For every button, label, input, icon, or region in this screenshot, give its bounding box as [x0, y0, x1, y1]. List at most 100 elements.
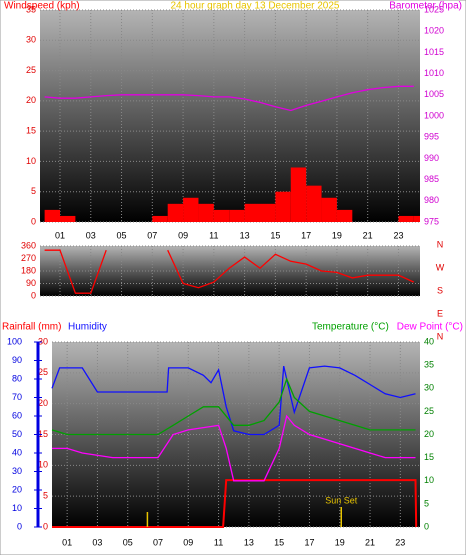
- compass-label: N: [437, 239, 444, 249]
- y3-tick-label: 90: [12, 355, 22, 365]
- compass-label: N: [437, 331, 444, 341]
- x-tick-label: 09: [183, 537, 193, 547]
- wind-bar: [244, 203, 260, 222]
- y-tick-label: 10: [38, 460, 48, 470]
- y2-tick-label: 20: [424, 429, 434, 439]
- series-line: [44, 85, 414, 112]
- x-tick-label: 07: [153, 537, 163, 547]
- y-tick-label: 0: [31, 290, 36, 300]
- wind-bar: [260, 203, 276, 222]
- y-tick-label: 25: [38, 367, 48, 377]
- series-line: [52, 479, 418, 528]
- series-line: [51, 365, 416, 436]
- chart-title: 24 hour graph day 13 December 2025: [170, 1, 339, 12]
- x-tick-label: 11: [209, 230, 218, 240]
- y-tick-label: 35: [26, 4, 36, 14]
- x-tick-label: 19: [335, 537, 345, 547]
- y-tick-label: 360: [21, 240, 36, 250]
- series-line: [44, 249, 415, 294]
- y3-tick-label: 100: [7, 336, 22, 346]
- y-tick-label: 20: [38, 398, 48, 408]
- wind-bar: [60, 215, 76, 222]
- x-tick-label: 03: [86, 230, 96, 240]
- x-tick-label: 21: [365, 537, 375, 547]
- y2-tick-label: 1000: [424, 110, 444, 120]
- y2-tick-label: 1005: [424, 89, 444, 99]
- y2-tick-label: 35: [424, 360, 434, 370]
- wind-bar: [398, 215, 414, 222]
- x-tick-label: 15: [274, 537, 284, 547]
- y2-tick-label: 975: [424, 216, 439, 226]
- wind-bar: [275, 191, 291, 222]
- wind-bar: [167, 203, 184, 222]
- wind-bar: [213, 209, 230, 222]
- compass-label: E: [437, 308, 443, 318]
- x-tick-label: 01: [62, 537, 72, 547]
- y2-tick-label: 0: [424, 521, 429, 531]
- y-tick-label: 15: [26, 126, 36, 136]
- y3-tick-label: 70: [12, 392, 22, 402]
- series-label: Windspeed (kph): [4, 1, 80, 12]
- y-tick-label: 180: [21, 265, 36, 275]
- wind-bar: [336, 209, 353, 222]
- y2-tick-label: 25: [424, 406, 434, 416]
- wind-bar: [183, 197, 199, 222]
- y-tick-label: 5: [31, 186, 36, 196]
- y-tick-label: 20: [26, 95, 36, 105]
- y3-tick-label: 30: [12, 466, 22, 476]
- wind-bar: [306, 185, 322, 222]
- plot-area: [40, 10, 420, 222]
- x-tick-label: 17: [301, 230, 311, 240]
- x-tick-label: 13: [240, 230, 250, 240]
- wind-bar: [229, 209, 245, 222]
- y2-tick-label: 980: [424, 195, 439, 205]
- y-tick-label: 0: [31, 216, 36, 226]
- y3-tick-label: 40: [12, 447, 22, 457]
- x-tick-label: 21: [363, 230, 373, 240]
- y-tick-label: 0: [43, 521, 48, 531]
- y2-tick-label: 10: [424, 475, 434, 485]
- x-tick-label: 17: [304, 537, 314, 547]
- wind-bar: [198, 203, 214, 222]
- y-tick-label: 10: [26, 156, 36, 166]
- y-tick-label: 30: [38, 336, 48, 346]
- wind-bar: [321, 197, 337, 222]
- x-tick-label: 15: [270, 230, 280, 240]
- series-label: Temperature (°C): [312, 322, 389, 333]
- x-tick-label: 05: [123, 537, 133, 547]
- x-tick-label: 23: [395, 537, 405, 547]
- x-tick-label: 13: [244, 537, 254, 547]
- x-tick-label: 01: [55, 230, 65, 240]
- y3-tick-label: 60: [12, 410, 22, 420]
- y2-tick-label: 990: [424, 153, 439, 163]
- y3-tick-label: 10: [12, 503, 22, 513]
- y2-tick-label: 30: [424, 383, 434, 393]
- y-tick-label: 15: [38, 429, 48, 439]
- y-tick-label: 90: [26, 278, 36, 288]
- compass-label: W: [436, 262, 445, 272]
- y3-tick-label: 20: [12, 484, 22, 494]
- x-tick-label: 23: [393, 230, 403, 240]
- series-label: Barometer (hpa): [389, 1, 462, 12]
- x-tick-label: 11: [214, 537, 223, 547]
- y2-tick-label: 1020: [424, 26, 444, 36]
- y-tick-label: 270: [21, 253, 36, 263]
- y2-tick-label: 985: [424, 174, 439, 184]
- series-line: [52, 414, 416, 482]
- compass-label: S: [437, 285, 443, 295]
- y3-tick-label: 0: [17, 521, 22, 531]
- x-tick-label: 07: [147, 230, 157, 240]
- series-line: [51, 377, 416, 436]
- x-tick-label: 03: [92, 537, 102, 547]
- y2-tick-label: 40: [424, 336, 434, 346]
- x-tick-label: 05: [117, 230, 127, 240]
- y2-tick-label: 1025: [424, 4, 444, 14]
- wind-bar: [413, 215, 420, 222]
- wind-bar: [152, 215, 168, 222]
- y-tick-label: 30: [26, 35, 36, 45]
- annotation-label: Sun Set: [325, 495, 358, 505]
- y-tick-label: 25: [26, 65, 36, 75]
- wind-bar: [44, 209, 60, 222]
- x-tick-label: 19: [332, 230, 342, 240]
